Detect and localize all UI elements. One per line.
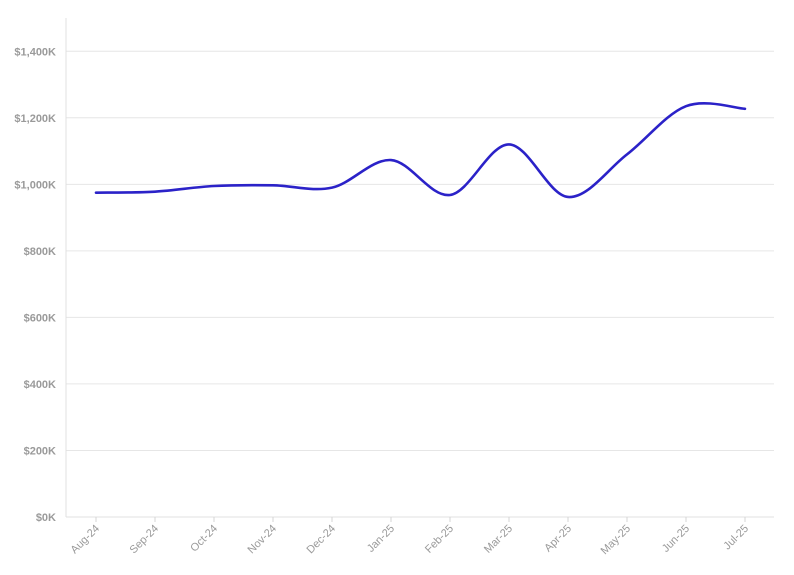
data-point [565,194,571,200]
grid-layer [66,50,774,451]
y-tick-label: $1,400K [14,46,56,58]
x-tick-label: Jul-25 [721,523,751,553]
y-axis-tick-labels: $0K $200K $400K $600K $800K $1,000K $1,200K $1,… [14,46,56,524]
y-tick-label: $0K [36,512,56,524]
series-layer [93,102,748,200]
y-tick-label: $400K [24,379,56,391]
x-tick-label: May-25 [599,523,633,557]
data-point [211,183,217,189]
y-tick-label: $1,200K [14,113,56,125]
y-tick-label: $800K [24,246,56,258]
x-tick-label: Dec-24 [305,523,339,557]
series-line [94,102,747,199]
data-point [152,189,158,195]
x-tick-label: Sep-24 [128,523,162,557]
y-tick-label: $600K [24,312,56,324]
data-point [742,106,748,112]
x-tick-label: Nov-24 [246,523,280,557]
data-point [93,190,99,196]
axis-layer [65,18,774,522]
x-tick-label: Aug-24 [69,523,103,557]
x-tick-label: Jun-25 [660,523,692,555]
y-tick-label: $1,000K [14,179,56,191]
y-tick-label: $200K [24,445,56,457]
data-point [270,182,276,188]
data-point [506,141,512,147]
x-tick-label: Jan-25 [365,523,397,555]
data-point [447,192,453,198]
x-tick-label: Mar-25 [482,523,515,556]
x-tick-label: Oct-24 [188,523,220,555]
x-axis-tick-labels: Aug-24 Sep-24 Oct-24 Nov-24 Dec-24 Jan-25 Feb-… [69,523,752,557]
data-point [388,157,394,163]
data-point [329,185,335,191]
data-point [683,103,689,109]
data-point [624,151,630,157]
x-tick-label: Apr-25 [542,523,574,555]
x-tick-label: Feb-25 [423,523,456,556]
